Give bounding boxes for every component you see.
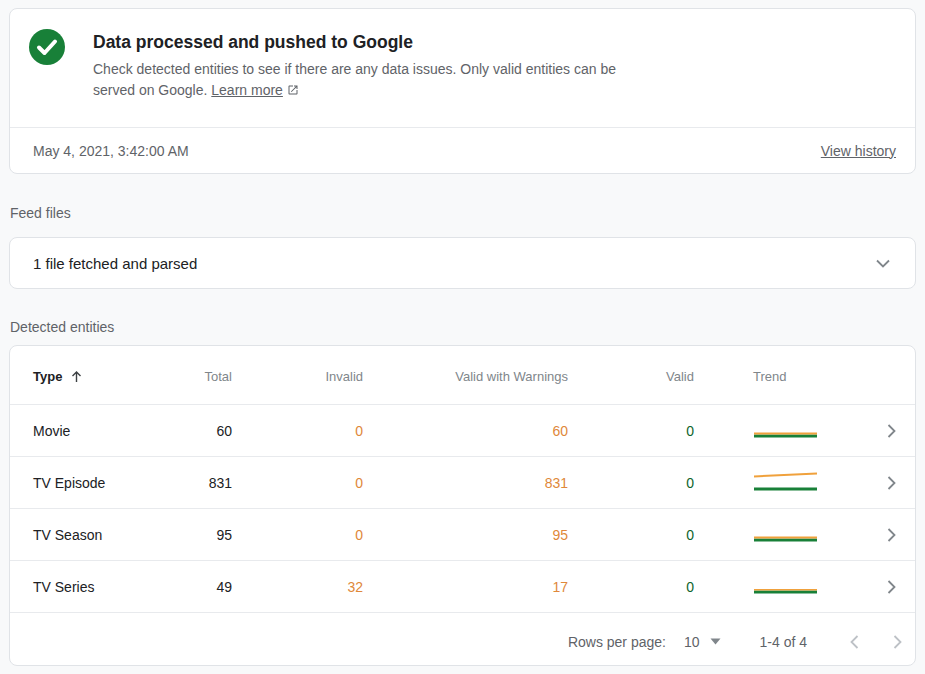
sort-ascending-icon [71,371,82,383]
column-header-total[interactable]: Total [133,369,232,384]
trend-sparkline [694,471,818,495]
dropdown-arrow-icon [710,638,721,645]
cell-invalid: 0 [232,423,363,439]
table-row-tv-season[interactable]: TV Season 95 0 95 0 [10,508,915,560]
detected-entities-table: Type Total Invalid Valid with Warnings V… [9,345,916,666]
status-description-text: Check detected entities to see if there … [93,61,616,98]
rows-per-page-select[interactable]: 10 [684,634,721,650]
column-header-trend: Trend [694,369,818,384]
table-row-tv-episode[interactable]: TV Episode 831 0 831 0 [10,456,915,508]
chevron-down-icon[interactable] [876,259,890,268]
pagination-prev-icon[interactable] [850,635,859,649]
cell-invalid: 0 [232,527,363,543]
cell-valid-with-warnings: 60 [363,423,568,439]
status-description: Check detected entities to see if there … [93,59,649,101]
cell-invalid: 32 [232,579,363,595]
view-history-link[interactable]: View history [821,143,896,159]
status-card-main: Data processed and pushed to Google Chec… [10,9,915,127]
cell-valid-with-warnings: 17 [363,579,568,595]
status-title: Data processed and pushed to Google [93,29,649,53]
learn-more-link[interactable]: Learn more [211,82,283,98]
cell-total: 60 [133,423,232,439]
feed-files-label: Feed files [10,205,916,221]
trend-sparkline [694,523,818,547]
status-text-block: Data processed and pushed to Google Chec… [93,29,649,127]
cell-total: 831 [133,475,232,491]
detected-entities-label: Detected entities [10,319,916,335]
feed-files-card[interactable]: 1 file fetched and parsed [9,237,916,289]
table-row-tv-series[interactable]: TV Series 49 32 17 0 [10,560,915,612]
row-chevron-right-icon[interactable] [887,476,896,490]
rows-per-page-label: Rows per page: [568,634,666,650]
cell-type: TV Season [33,527,133,543]
trend-sparkline [694,419,818,443]
column-header-type[interactable]: Type [33,369,133,384]
page: Data processed and pushed to Google Chec… [0,0,925,674]
table-pagination: Rows per page: 10 1-4 of 4 [10,612,915,665]
row-chevron-right-icon[interactable] [887,580,896,594]
cell-valid: 0 [568,475,694,491]
external-link-icon [287,84,299,96]
status-card-footer: May 4, 2021, 3:42:00 AM View history [10,127,915,173]
check-circle-icon [29,29,65,65]
cell-type: TV Series [33,579,133,595]
table-row-movie[interactable]: Movie 60 0 60 0 [10,404,915,456]
table-header-row: Type Total Invalid Valid with Warnings V… [10,346,915,404]
cell-valid-with-warnings: 831 [363,475,568,491]
feed-files-summary: 1 file fetched and parsed [33,255,197,272]
cell-invalid: 0 [232,475,363,491]
cell-valid: 0 [568,423,694,439]
cell-valid: 0 [568,579,694,595]
pagination-next-icon[interactable] [893,635,902,649]
cell-valid: 0 [568,527,694,543]
status-card: Data processed and pushed to Google Chec… [9,8,916,174]
cell-type: Movie [33,423,133,439]
cell-total: 95 [133,527,232,543]
pagination-range: 1-4 of 4 [760,634,807,650]
column-header-valid-with-warnings[interactable]: Valid with Warnings [363,369,568,384]
row-chevron-right-icon[interactable] [887,528,896,542]
cell-type: TV Episode [33,475,133,491]
column-header-invalid[interactable]: Invalid [232,369,363,384]
cell-valid-with-warnings: 95 [363,527,568,543]
timestamp: May 4, 2021, 3:42:00 AM [33,143,189,159]
row-chevron-right-icon[interactable] [887,424,896,438]
cell-total: 49 [133,579,232,595]
trend-sparkline [694,575,818,599]
column-header-valid[interactable]: Valid [568,369,694,384]
